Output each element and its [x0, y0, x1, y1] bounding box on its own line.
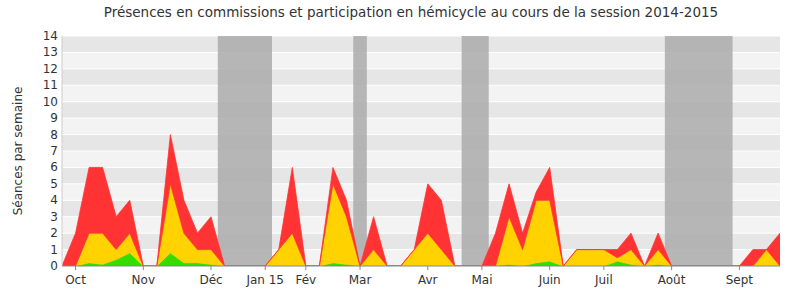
y-tick-label: 8	[50, 128, 58, 142]
x-tick-label: Mai	[471, 273, 492, 287]
area	[62, 135, 780, 266]
shaded-band	[665, 36, 733, 266]
x-tick	[360, 266, 361, 270]
y-tick-label: 7	[50, 144, 58, 158]
x-tick	[549, 266, 550, 270]
y-tick-label: 3	[50, 210, 58, 224]
x-tick	[739, 266, 740, 270]
y-tick-label: 9	[50, 111, 58, 125]
x-tick-label: Août	[658, 273, 686, 287]
shaded-band	[218, 36, 272, 266]
y-tick-label: 5	[50, 177, 58, 191]
y-tick-label: 1	[50, 243, 58, 257]
y-axis	[62, 36, 63, 266]
y-tick-label: 10	[43, 95, 58, 109]
x-tick-label: Juil	[594, 273, 613, 287]
x-tick	[671, 266, 672, 270]
x-tick	[265, 266, 266, 270]
x-tick	[481, 266, 482, 270]
x-tick	[427, 266, 428, 270]
plot-area	[62, 36, 780, 266]
y-tick-label: 13	[43, 45, 58, 59]
shaded-band	[353, 36, 367, 266]
x-tick-label: Fév	[295, 273, 316, 287]
x-tick-label: Jan 15	[245, 273, 284, 287]
x-tick	[143, 266, 144, 270]
y-tick-label: 0	[50, 259, 58, 273]
background	[0, 0, 800, 300]
x-tick-label: Déc	[199, 273, 222, 287]
title: Présences en commissions et participatio…	[104, 4, 718, 20]
x-tick	[211, 266, 212, 270]
y-tick-label: 6	[50, 160, 58, 174]
y-tick-label: 11	[43, 78, 58, 92]
y-axis-label: Séances par semaine	[11, 87, 25, 216]
x-tick-label: Sept	[726, 273, 754, 287]
x-tick	[75, 266, 76, 270]
x-tick-label: Oct	[65, 273, 86, 287]
y-tick-label: 4	[50, 193, 58, 207]
x-tick-label: Avr	[418, 273, 438, 287]
y-tick-label: 2	[50, 226, 58, 240]
y-tick-label: 12	[43, 62, 58, 76]
shaded-band	[462, 36, 489, 266]
x-tick-label: Nov	[132, 273, 155, 287]
grid-line	[62, 266, 780, 267]
x-tick	[603, 266, 604, 270]
x-axis	[62, 266, 780, 267]
chart: 01234567891011121314OctNovDécJan 15FévMa…	[0, 0, 800, 300]
y-tick-label: 14	[43, 29, 58, 43]
x-tick-label: Mar	[349, 273, 372, 287]
x-tick	[305, 266, 306, 270]
x-tick-label: Juin	[538, 273, 561, 287]
